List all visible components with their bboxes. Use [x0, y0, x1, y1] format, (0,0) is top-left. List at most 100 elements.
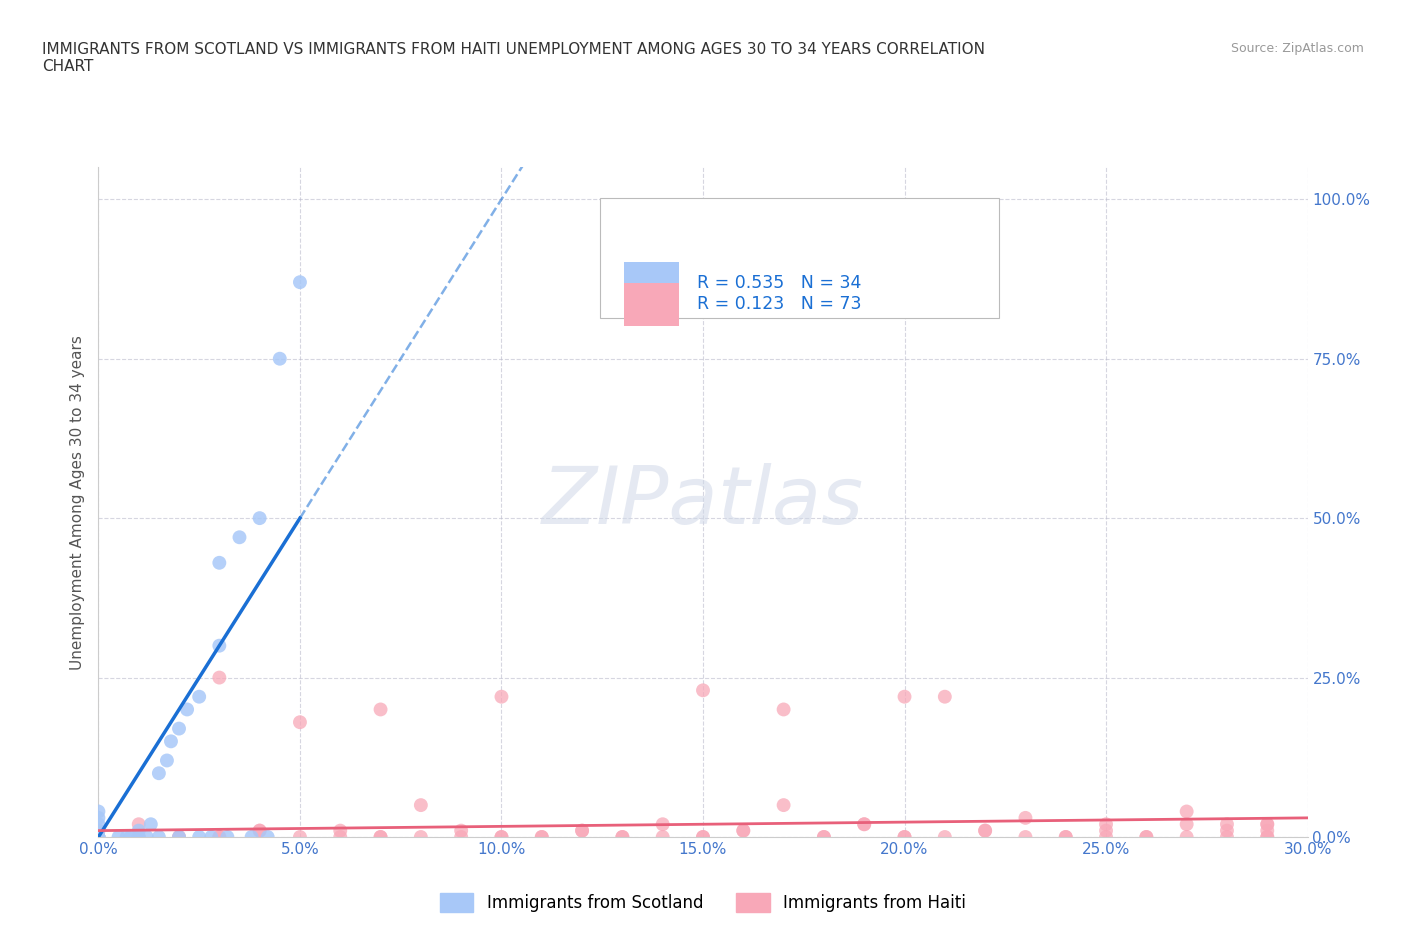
Point [87, 804, 110, 819]
Point [491, 689, 513, 704]
Point [1175, 830, 1198, 844]
Point [288, 274, 311, 289]
Point [733, 823, 755, 838]
FancyBboxPatch shape [624, 261, 679, 305]
Point [530, 830, 553, 844]
Point [240, 830, 263, 844]
Point [128, 830, 150, 844]
Point [1095, 823, 1118, 838]
Point [370, 702, 392, 717]
Point [1216, 823, 1239, 838]
Point [571, 823, 593, 838]
Point [329, 830, 352, 844]
Text: Source: ZipAtlas.com: Source: ZipAtlas.com [1230, 42, 1364, 55]
Point [156, 753, 179, 768]
Point [208, 830, 231, 844]
Point [1256, 830, 1278, 844]
Point [612, 830, 634, 844]
Point [692, 683, 714, 698]
Point [1135, 830, 1157, 844]
Point [853, 817, 876, 831]
Point [974, 823, 997, 838]
Y-axis label: Unemployment Among Ages 30 to 34 years: Unemployment Among Ages 30 to 34 years [69, 335, 84, 670]
Point [1256, 830, 1278, 844]
Point [135, 830, 157, 844]
Point [148, 765, 170, 780]
Point [1135, 830, 1157, 844]
Point [167, 830, 190, 844]
Point [1014, 810, 1036, 825]
Text: R = 0.123   N = 73: R = 0.123 N = 73 [697, 296, 862, 313]
Point [115, 830, 138, 844]
Point [269, 352, 291, 366]
Point [148, 830, 170, 844]
Point [160, 734, 183, 749]
Point [120, 830, 142, 844]
Point [1014, 830, 1036, 844]
Point [692, 830, 714, 844]
Point [288, 830, 311, 844]
Point [530, 830, 553, 844]
Point [1095, 817, 1118, 831]
Point [612, 830, 634, 844]
Point [249, 823, 271, 838]
Point [450, 823, 472, 838]
Point [87, 830, 110, 844]
Point [176, 702, 198, 717]
Point [87, 830, 110, 844]
Point [167, 830, 190, 844]
Point [772, 798, 794, 813]
Point [87, 823, 110, 838]
Point [128, 823, 150, 838]
Point [813, 830, 835, 844]
Point [491, 830, 513, 844]
Point [370, 830, 392, 844]
Point [128, 830, 150, 844]
Point [893, 830, 915, 844]
Point [974, 823, 997, 838]
Text: R = 0.535   N = 34: R = 0.535 N = 34 [697, 274, 862, 292]
Point [107, 830, 129, 844]
Point [370, 830, 392, 844]
Point [450, 830, 472, 844]
Point [329, 823, 352, 838]
Point [772, 702, 794, 717]
Point [217, 830, 239, 844]
Point [87, 830, 110, 844]
Point [1256, 823, 1278, 838]
Point [651, 817, 673, 831]
FancyBboxPatch shape [600, 197, 1000, 318]
Text: IMMIGRANTS FROM SCOTLAND VS IMMIGRANTS FROM HAITI UNEMPLOYMENT AMONG AGES 30 TO : IMMIGRANTS FROM SCOTLAND VS IMMIGRANTS F… [42, 42, 986, 74]
Point [228, 530, 250, 545]
Point [167, 830, 190, 844]
Point [571, 823, 593, 838]
Point [188, 830, 211, 844]
Point [1256, 817, 1278, 831]
Point [87, 817, 110, 831]
Point [1216, 830, 1239, 844]
Point [256, 830, 278, 844]
Point [208, 555, 231, 570]
Point [87, 830, 110, 844]
Point [167, 721, 190, 736]
Point [128, 817, 150, 831]
Point [733, 823, 755, 838]
Point [200, 830, 222, 844]
Point [208, 638, 231, 653]
Point [249, 823, 271, 838]
Point [128, 830, 150, 844]
Point [651, 830, 673, 844]
Point [188, 689, 211, 704]
Point [1095, 830, 1118, 844]
Point [491, 830, 513, 844]
Point [934, 830, 956, 844]
Point [409, 798, 432, 813]
Point [893, 830, 915, 844]
Point [813, 830, 835, 844]
Point [87, 830, 110, 844]
Point [692, 830, 714, 844]
Legend: Immigrants from Scotland, Immigrants from Haiti: Immigrants from Scotland, Immigrants fro… [440, 893, 966, 912]
Point [87, 830, 110, 844]
Point [87, 810, 110, 825]
Point [1175, 804, 1198, 819]
